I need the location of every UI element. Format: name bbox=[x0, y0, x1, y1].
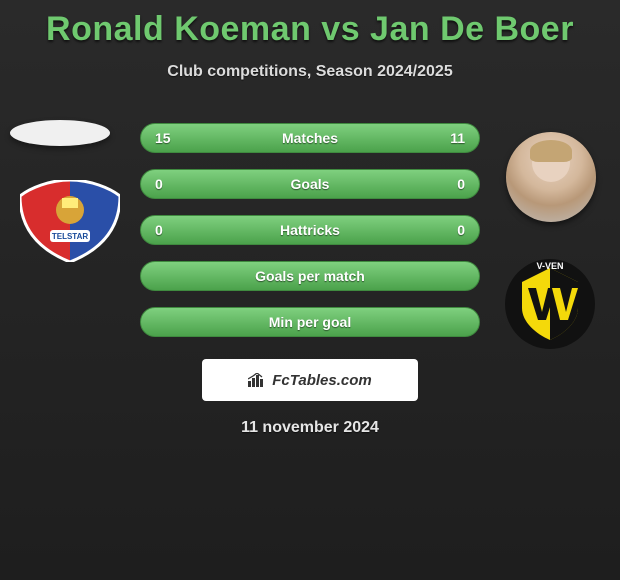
stat-row-matches: 15 Matches 11 bbox=[140, 123, 480, 153]
watermark-text: FcTables.com bbox=[272, 372, 371, 389]
stat-row-goals: 0 Goals 0 bbox=[140, 169, 480, 199]
svg-text:V-VEN: V-VEN bbox=[536, 261, 563, 271]
stat-row-min-per-goal: Min per goal bbox=[140, 307, 480, 337]
stat-left-value: 0 bbox=[155, 176, 163, 192]
stat-label: Matches bbox=[141, 130, 479, 146]
watermark: FcTables.com bbox=[202, 359, 418, 401]
player-left-avatar bbox=[10, 120, 110, 146]
bar-chart-icon bbox=[248, 373, 266, 387]
stat-right-value: 0 bbox=[457, 176, 465, 192]
stat-right-value: 0 bbox=[457, 222, 465, 238]
club-left-logo: TELSTAR bbox=[20, 180, 120, 262]
stats-list: 15 Matches 11 0 Goals 0 0 Hattricks 0 Go… bbox=[140, 123, 480, 337]
stat-label: Goals bbox=[141, 176, 479, 192]
stat-label: Hattricks bbox=[141, 222, 479, 238]
svg-text:TELSTAR: TELSTAR bbox=[52, 232, 89, 241]
club-right-logo: V-VEN bbox=[504, 258, 596, 350]
player-right-avatar bbox=[506, 132, 596, 222]
page-title: Ronald Koeman vs Jan De Boer bbox=[0, 0, 620, 49]
stat-left-value: 0 bbox=[155, 222, 163, 238]
stat-left-value: 15 bbox=[155, 130, 171, 146]
stat-label: Goals per match bbox=[141, 268, 479, 284]
stat-label: Min per goal bbox=[141, 314, 479, 330]
date-label: 11 november 2024 bbox=[0, 419, 620, 437]
subtitle: Club competitions, Season 2024/2025 bbox=[0, 63, 620, 81]
stat-right-value: 11 bbox=[450, 130, 465, 146]
stat-row-goals-per-match: Goals per match bbox=[140, 261, 480, 291]
stat-row-hattricks: 0 Hattricks 0 bbox=[140, 215, 480, 245]
